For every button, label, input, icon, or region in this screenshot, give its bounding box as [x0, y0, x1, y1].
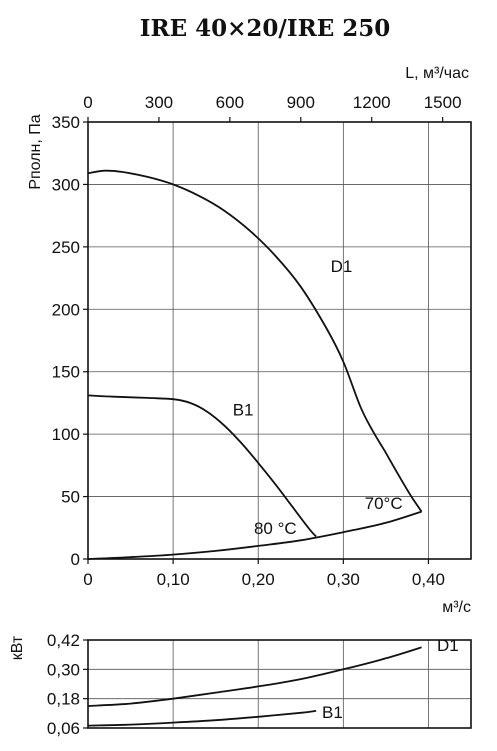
pressure-y-axis-label: Рполн, Па: [27, 114, 44, 189]
power-y-tick-label-2: 0,30: [47, 660, 80, 679]
power-annotations: D1 B1: [322, 636, 459, 722]
power-curve-b1: [87, 710, 317, 727]
pressure-y-tick-label-4: 200: [52, 300, 80, 319]
pressure-curve-b1: [87, 394, 317, 538]
pressure-grid: [88, 122, 471, 559]
pressure-x-tick-label-0: 0: [83, 570, 92, 589]
pressure-y-tick-label-2: 100: [52, 425, 80, 444]
power-curves: [87, 646, 422, 727]
pressure-curves: [87, 169, 423, 560]
pressure-y-tick-label-7: 350: [52, 113, 80, 132]
pressure-x2-tick-label-5: 1500: [424, 93, 462, 112]
pressure-x2-tick-label-4: 1200: [353, 93, 391, 112]
pressure-y-tick-label-3: 150: [52, 363, 80, 382]
pressure-annotation-d1: D1: [331, 257, 353, 276]
pressure-y-tick-label-6: 300: [52, 175, 80, 194]
pressure-annotation-80-c: 80 °C: [254, 519, 297, 538]
pressure-annotations: D1 B1 80 °C 70°C: [233, 257, 403, 538]
power-ticks: 0,06 0,18 0,30 0,42: [47, 631, 88, 738]
pressure-x2-tick-label-2: 600: [216, 93, 244, 112]
power-curve-d1: [87, 646, 422, 707]
pressure-x-tick-label-4: 0,40: [412, 570, 445, 589]
pressure-curve-system: [87, 510, 422, 560]
pressure-x-tick-label-1: 0,10: [157, 570, 190, 589]
pressure-y-tick-label-5: 250: [52, 238, 80, 257]
power-y-axis-label: кВт: [9, 635, 26, 660]
power-y-tick-label-3: 0,42: [47, 631, 80, 650]
pressure-y-tick-label-1: 50: [61, 488, 80, 507]
power-y-tick-label-1: 0,18: [47, 690, 80, 709]
pressure-x-tick-label-3: 0,30: [327, 570, 360, 589]
pressure-x2-axis-label: L, м³/час: [405, 65, 469, 82]
pressure-x2-tick-label-1: 300: [145, 93, 173, 112]
power-annotation-b1: B1: [322, 703, 343, 722]
pressure-x-axis-label: м³/с: [442, 599, 471, 616]
pressure-y-tick-label-0: 0: [71, 550, 80, 569]
pressure-x2-tick-label-3: 900: [287, 93, 315, 112]
pressure-x2-tick-label-0: 0: [83, 93, 92, 112]
power-annotation-d1: D1: [437, 636, 459, 655]
chart-title: IRE 40×20/IRE 250: [140, 15, 391, 42]
power-chart: 0,06 0,18 0,30 0,42 D1 B1 кВт: [9, 631, 472, 738]
power-y-tick-label-0: 0,06: [47, 719, 80, 738]
pressure-annotation-70-c: 70°C: [365, 494, 403, 513]
pressure-x-tick-label-2: 0,20: [242, 570, 275, 589]
pressure-annotation-b1: B1: [233, 400, 254, 419]
pressure-plot-frame: [87, 121, 472, 560]
power-plot-frame: [87, 639, 472, 729]
pressure-curve-d1: [87, 169, 423, 513]
power-grid: [88, 640, 471, 728]
